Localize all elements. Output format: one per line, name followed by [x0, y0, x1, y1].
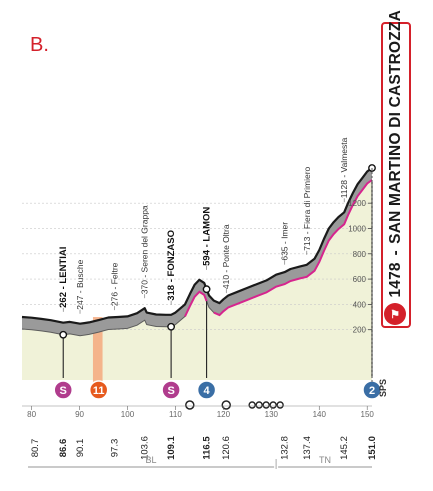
drop-dot-1: [167, 322, 176, 331]
km-label-1: 86.6: [58, 439, 69, 458]
region-label-0: BL: [146, 455, 157, 465]
place-label-0: 262 - LENTIAI: [58, 247, 69, 308]
km-label-0: 80.7: [30, 439, 41, 458]
tunnel-icon-0: [248, 401, 256, 409]
place-label-8: 713 - Fiera di Primiero: [302, 166, 312, 250]
km-label-10: 145.2: [339, 436, 350, 460]
tunnel-icon-1: [255, 401, 263, 409]
km-label-6: 116.5: [202, 436, 213, 460]
finish-separator: -: [387, 250, 404, 257]
place-label-1: 247 - Busche: [75, 259, 85, 309]
place-label-6: 410 - Ponte Oltra: [221, 224, 231, 289]
y-tick-label-1000: 1000: [348, 224, 366, 233]
tunnel-icon-2: [262, 401, 270, 409]
finish-line-icon: ⚑: [384, 303, 406, 325]
finish-box: [381, 22, 411, 328]
place-label-2: 276 - Feltre: [110, 262, 120, 306]
marker-circle-3: [196, 380, 217, 400]
x-tick-label-90: 90: [75, 410, 84, 419]
tunnel-icon-4: [276, 401, 284, 409]
finish-label: 1478 - SAN MARTINO DI CASTROZZA: [382, 10, 410, 298]
drop-dot-0: [59, 330, 68, 339]
y-tick-label-600: 600: [353, 275, 367, 284]
profile-line: [21, 167, 373, 325]
finish-name: SAN MARTINO DI CASTROZZA: [387, 10, 404, 245]
marker-label-4: 2: [369, 385, 375, 397]
marker-circle-2: [161, 380, 181, 400]
km-label-11: 151.0: [367, 436, 378, 460]
region-label-1: TN: [319, 455, 331, 465]
tunnel-icon-3: [269, 401, 277, 409]
km-label-8: 132.8: [280, 436, 291, 460]
climb-edge-0: [184, 290, 208, 317]
x-tick-label-110: 110: [169, 410, 182, 419]
marker-circle-1: [88, 380, 109, 400]
y-tick-label-400: 400: [353, 300, 367, 309]
y-tick-label-200: 200: [353, 326, 367, 335]
y-tick-label-800: 800: [353, 250, 367, 259]
place-label-4: 318 - FONZASO: [166, 230, 177, 301]
point-icon-0: [185, 400, 195, 410]
place-label-3: 370 - Seren del Grappa: [140, 205, 150, 294]
marker-label-0: S: [60, 385, 67, 397]
place-label-5: 594 - LAMON: [202, 207, 213, 266]
x-tick-label-100: 100: [121, 410, 135, 419]
marker-circle-0: [53, 380, 73, 400]
x-tick-label-120: 120: [217, 410, 231, 419]
km-label-5: 109.1: [166, 435, 177, 459]
finish-altitude: 1478: [387, 262, 404, 298]
marker-label-2: S: [167, 385, 174, 397]
x-tick-label-140: 140: [313, 410, 327, 419]
km-label-7: 120.6: [221, 436, 232, 460]
feed-zone-band: [92, 317, 103, 383]
x-tick-label-130: 130: [265, 410, 279, 419]
place-label-9: 1128 - Valmesta: [339, 137, 349, 198]
marker-label-3: 4: [204, 385, 211, 397]
climb-edge-1: [213, 179, 373, 317]
km-label-9: 137.4: [302, 436, 313, 460]
corner-label: B.: [30, 34, 49, 56]
drop-dot-2: [202, 285, 211, 294]
km-label-3: 97.3: [110, 439, 121, 458]
marker-label-1: 11: [93, 385, 105, 397]
x-tick-label-80: 80: [27, 410, 36, 419]
place-label-7: 635 - Imer: [280, 222, 290, 261]
y-tick-label-1200: 1200: [348, 199, 366, 208]
km-label-2: 90.1: [75, 439, 86, 458]
sps-label: SPS: [378, 379, 388, 397]
point-icon-1: [221, 400, 231, 410]
x-tick-label-150: 150: [361, 410, 375, 419]
km-label-4: 103.6: [140, 436, 151, 460]
